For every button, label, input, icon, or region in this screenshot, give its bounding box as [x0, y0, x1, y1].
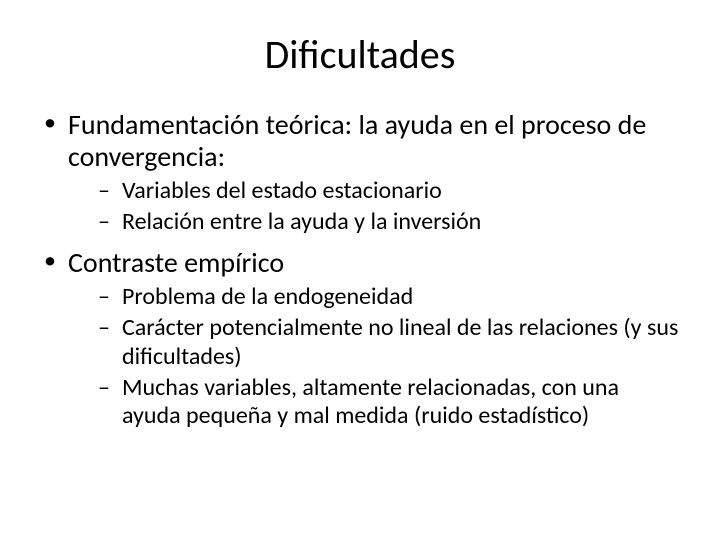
sub-bullet-item: Carácter potencialmente no lineal de las…: [98, 314, 680, 372]
sub-bullet-text: Relación entre la ayuda y la inversión: [122, 207, 481, 236]
sub-bullet-item: Variables del estado estacionario: [98, 177, 680, 206]
bullet-text: Fundamentación teórica: la ayuda en el p…: [68, 107, 646, 174]
sub-bullet-text: Variables del estado estacionario: [122, 176, 442, 205]
sub-bullet-list: Problema de la endogeneidad Carácter pot…: [98, 283, 680, 431]
bullet-item: Fundamentación teórica: la ayuda en el p…: [40, 109, 680, 237]
sub-bullet-item: Problema de la endogeneidad: [98, 283, 680, 312]
bullet-text: Contraste empírico: [68, 245, 284, 280]
sub-bullet-item: Relación entre la ayuda y la inversión: [98, 208, 680, 237]
sub-bullet-text: Muchas variables, altamente relacionadas…: [122, 373, 619, 431]
sub-bullet-item: Muchas variables, altamente relacionadas…: [98, 374, 680, 432]
sub-bullet-text: Problema de la endogeneidad: [122, 282, 413, 311]
bullet-item: Contraste empírico Problema de la endoge…: [40, 247, 680, 431]
sub-bullet-list: Variables del estado estacionario Relaci…: [98, 177, 680, 237]
slide: Dificultades Fundamentación teórica: la …: [0, 0, 720, 540]
slide-title: Dificultades: [40, 30, 680, 79]
sub-bullet-text: Carácter potencialmente no lineal de las…: [122, 313, 678, 371]
bullet-list: Fundamentación teórica: la ayuda en el p…: [40, 109, 680, 431]
